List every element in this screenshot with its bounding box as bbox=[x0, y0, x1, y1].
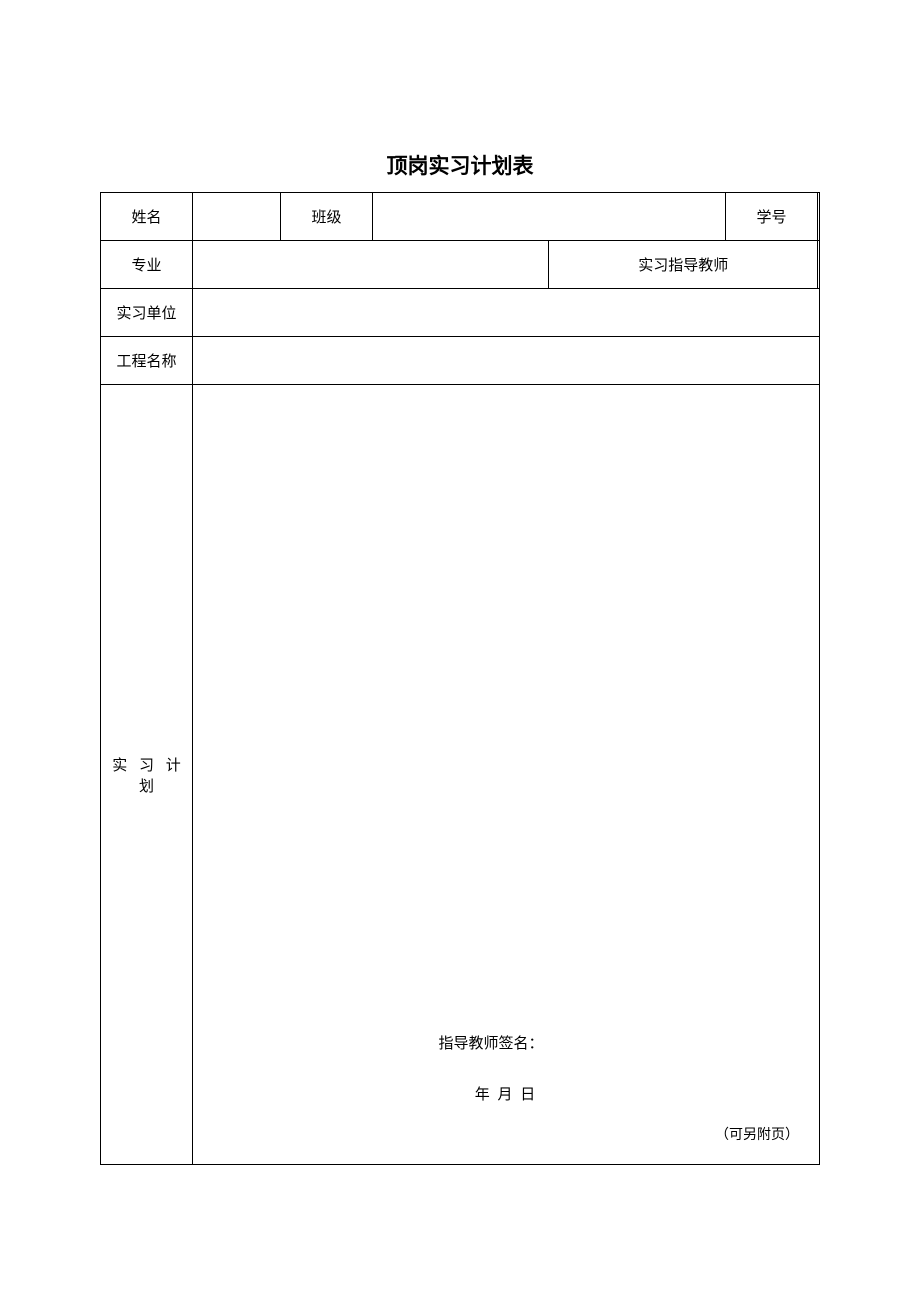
row-basic-info: 姓名 班级 学号 bbox=[101, 193, 820, 241]
form-title: 顶岗实习计划表 bbox=[100, 150, 820, 180]
row-company: 实习单位 bbox=[101, 289, 820, 337]
label-student-id: 学号 bbox=[725, 193, 817, 241]
value-supervisor bbox=[817, 241, 819, 289]
value-project bbox=[193, 337, 820, 385]
label-project: 工程名称 bbox=[101, 337, 193, 385]
plan-footer: 指导教师签名： 年 月 日 （可另附页） bbox=[193, 1032, 819, 1164]
label-supervisor: 实习指导教师 bbox=[549, 241, 817, 289]
supervisor-signature-label: 指导教师签名： bbox=[183, 1032, 799, 1053]
value-name bbox=[193, 193, 281, 241]
value-company bbox=[193, 289, 820, 337]
internship-plan-table: 姓名 班级 学号 专业 实习指导教师 实习单位 工程名称 实 习 计 划 指导教… bbox=[100, 192, 820, 1165]
row-project: 工程名称 bbox=[101, 337, 820, 385]
label-major: 专业 bbox=[101, 241, 193, 289]
document-page: 顶岗实习计划表 姓名 班级 学号 专业 实习指导教师 实习单位 工程名称 实 习… bbox=[0, 0, 920, 1165]
date-line: 年 月 日 bbox=[213, 1083, 799, 1104]
label-plan: 实 习 计 划 bbox=[101, 385, 193, 1165]
plan-content-cell: 指导教师签名： 年 月 日 （可另附页） bbox=[193, 385, 820, 1165]
attachment-note: （可另附页） bbox=[213, 1124, 799, 1144]
label-class: 班级 bbox=[281, 193, 373, 241]
value-class bbox=[373, 193, 726, 241]
row-major: 专业 实习指导教师 bbox=[101, 241, 820, 289]
row-plan: 实 习 计 划 指导教师签名： 年 月 日 （可另附页） bbox=[101, 385, 820, 1165]
label-company: 实习单位 bbox=[101, 289, 193, 337]
label-name: 姓名 bbox=[101, 193, 193, 241]
value-student-id bbox=[817, 193, 819, 241]
value-major bbox=[193, 241, 549, 289]
